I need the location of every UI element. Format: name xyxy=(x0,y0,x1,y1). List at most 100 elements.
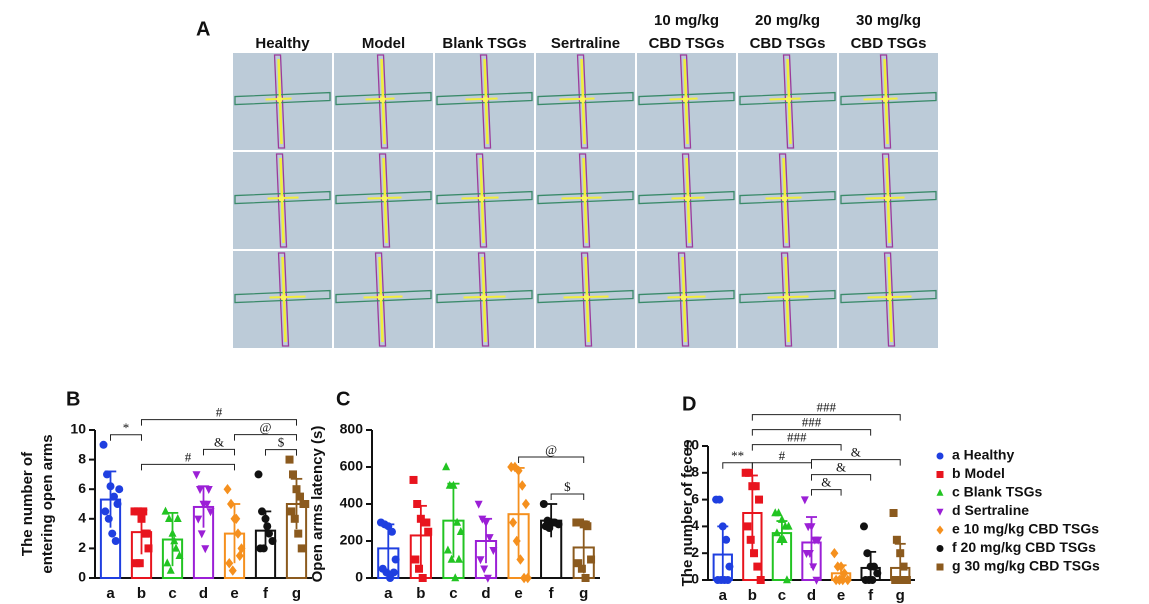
y-axis-label: The number of feces xyxy=(679,440,696,587)
data-point xyxy=(516,554,524,564)
column-header: Sertraline xyxy=(551,35,620,52)
significance-label: ### xyxy=(817,400,837,415)
track xyxy=(466,99,498,100)
data-point xyxy=(745,469,753,477)
y-tick-label: 6 xyxy=(691,490,699,506)
data-point xyxy=(296,493,304,501)
data-point xyxy=(724,576,732,584)
data-point xyxy=(388,528,396,536)
x-tick-label: g xyxy=(292,585,301,602)
data-point xyxy=(287,507,295,515)
data-point xyxy=(900,563,908,571)
panel-label: D xyxy=(682,393,696,415)
track-center xyxy=(481,295,487,301)
data-point xyxy=(260,544,268,552)
track-center xyxy=(382,196,388,202)
column-header: CBD TSGs xyxy=(750,35,826,52)
legend-label: f 20 mg/kg CBD TSGs xyxy=(952,539,1096,555)
track-center xyxy=(279,196,285,202)
significance-label: # xyxy=(185,449,192,464)
data-point xyxy=(442,462,450,470)
data-point xyxy=(415,565,423,573)
legend-label: e 10 mg/kg CBD TSGs xyxy=(952,521,1099,537)
significance-bracket xyxy=(812,490,842,496)
x-tick-label: e xyxy=(837,587,845,604)
data-point xyxy=(890,509,898,517)
significance-bracket xyxy=(752,445,841,451)
column-header: Healthy xyxy=(255,35,310,52)
data-point xyxy=(115,485,123,493)
data-point xyxy=(194,516,202,524)
data-point xyxy=(448,555,456,563)
data-point xyxy=(752,482,760,490)
data-point xyxy=(392,556,400,564)
data-point xyxy=(753,563,761,571)
data-point xyxy=(193,471,201,479)
significance-bracket xyxy=(752,463,811,469)
data-point xyxy=(725,563,733,571)
legend-marker xyxy=(937,509,944,516)
track xyxy=(668,297,706,298)
data-point xyxy=(224,484,232,494)
data-point xyxy=(444,545,452,553)
data-point xyxy=(262,515,270,523)
legend-marker xyxy=(937,489,944,496)
legend-label: b Model xyxy=(952,465,1005,481)
data-point xyxy=(893,536,901,544)
data-point xyxy=(719,522,727,530)
y-tick-label: 2 xyxy=(78,539,86,555)
track-center xyxy=(885,196,891,202)
data-point xyxy=(513,536,521,546)
legend-marker xyxy=(937,545,944,552)
y-tick-label: 4 xyxy=(691,517,699,533)
data-point xyxy=(294,530,302,538)
track xyxy=(864,99,898,100)
data-point xyxy=(198,530,206,538)
significance-label: @ xyxy=(260,420,272,435)
data-point xyxy=(163,558,171,566)
legend-marker xyxy=(937,525,944,534)
y-axis-label: The number of xyxy=(19,451,36,556)
y-tick-label: 10 xyxy=(683,437,699,453)
figure: A HealthyModelBlank TSGsSertraline10 mg/… xyxy=(0,0,1149,604)
data-point xyxy=(174,514,182,522)
data-point xyxy=(410,476,418,484)
y-tick-label: 4 xyxy=(78,510,86,526)
track-center xyxy=(685,196,691,202)
track-center xyxy=(584,295,590,301)
y-tick-label: 2 xyxy=(691,544,699,560)
x-tick-label: b xyxy=(137,585,146,602)
data-point xyxy=(291,515,299,523)
column-header: 10 mg/kg xyxy=(654,12,719,29)
data-point xyxy=(422,519,430,527)
data-point xyxy=(896,549,904,557)
data-point xyxy=(108,530,116,538)
panel-label: A xyxy=(196,18,210,40)
data-point xyxy=(455,555,463,563)
x-tick-label: a xyxy=(384,585,393,602)
track xyxy=(560,99,595,100)
data-point xyxy=(476,556,484,564)
data-point xyxy=(205,486,213,494)
y-tick-label: 6 xyxy=(78,480,86,496)
track-center xyxy=(479,196,485,202)
y-tick-label: 8 xyxy=(691,464,699,480)
significance-label: $ xyxy=(278,435,285,450)
data-point xyxy=(113,500,121,508)
y-axis-label: Open arms latency (s) xyxy=(309,426,326,583)
column-header: Blank TSGs xyxy=(442,35,526,52)
data-point xyxy=(419,574,427,582)
x-tick-label: g xyxy=(896,587,905,604)
track-center xyxy=(582,196,588,202)
y-tick-label: 200 xyxy=(340,532,364,548)
y-tick-label: 600 xyxy=(340,458,364,474)
data-point xyxy=(578,565,586,573)
x-tick-label: f xyxy=(263,585,269,602)
track-center xyxy=(483,97,489,103)
significance-label: & xyxy=(851,445,861,460)
data-point xyxy=(549,519,557,527)
data-point xyxy=(587,556,595,564)
significance-bracket xyxy=(723,463,753,469)
y-tick-label: 0 xyxy=(691,571,699,587)
track-center xyxy=(380,97,386,103)
